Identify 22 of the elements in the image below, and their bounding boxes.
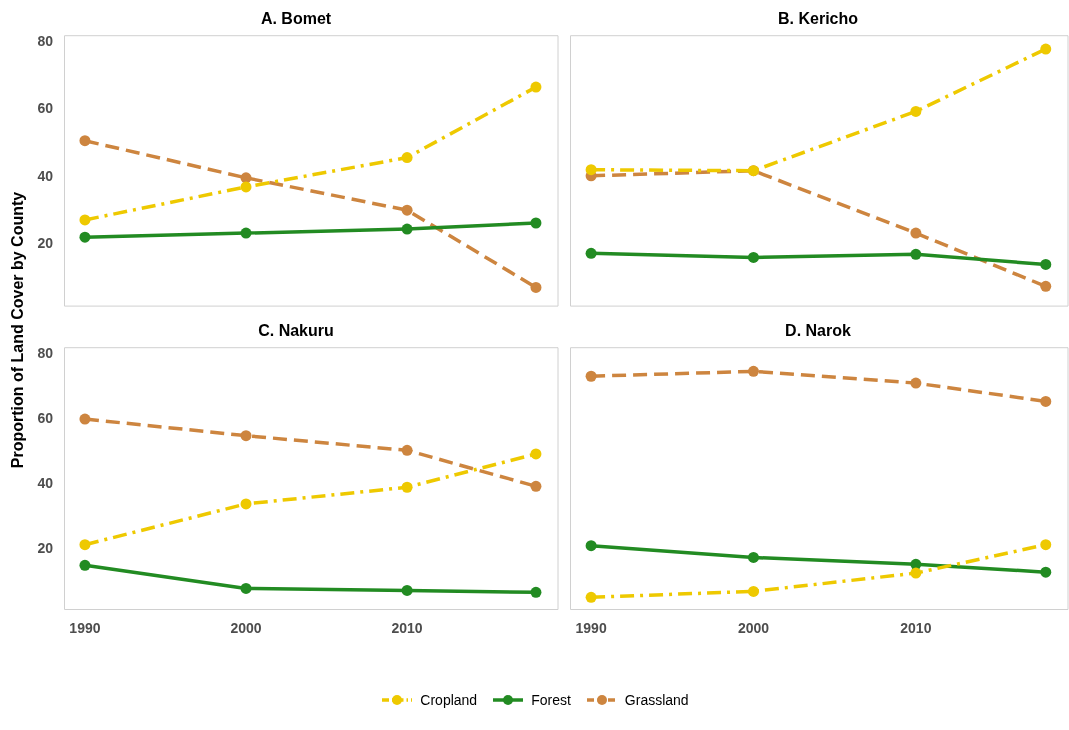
x-tick-label: 2010 xyxy=(391,620,423,637)
x-tick-label: 1990 xyxy=(575,620,607,637)
y-axis-title: Proportion of Land Cover by County xyxy=(9,191,27,469)
chart-title: D. Narok xyxy=(785,322,851,340)
y-tick-label: 20 xyxy=(37,235,54,252)
y-tick-label: 60 xyxy=(37,100,54,117)
y-tick-label: 40 xyxy=(37,475,54,492)
y-tick-label: 80 xyxy=(37,344,54,361)
chart-title: C. Nakuru xyxy=(258,322,334,340)
x-tick-label: 1990 xyxy=(69,620,101,637)
chart-title: A. Bomet xyxy=(260,10,332,28)
legend-label: Grassland xyxy=(624,692,689,708)
y-tick-label: 60 xyxy=(37,409,54,426)
legend-label: Forest xyxy=(531,692,571,708)
x-tick-label: 2000 xyxy=(737,620,770,637)
chart-title: B. Kericho xyxy=(777,10,859,28)
y-tick-label: 20 xyxy=(37,540,54,557)
y-tick-label: 80 xyxy=(37,32,54,49)
x-tick-label: 2000 xyxy=(230,620,262,637)
x-tick-label: 2010 xyxy=(900,620,932,637)
legend-label: Cropland xyxy=(420,692,478,708)
y-tick-label: 40 xyxy=(37,167,54,184)
